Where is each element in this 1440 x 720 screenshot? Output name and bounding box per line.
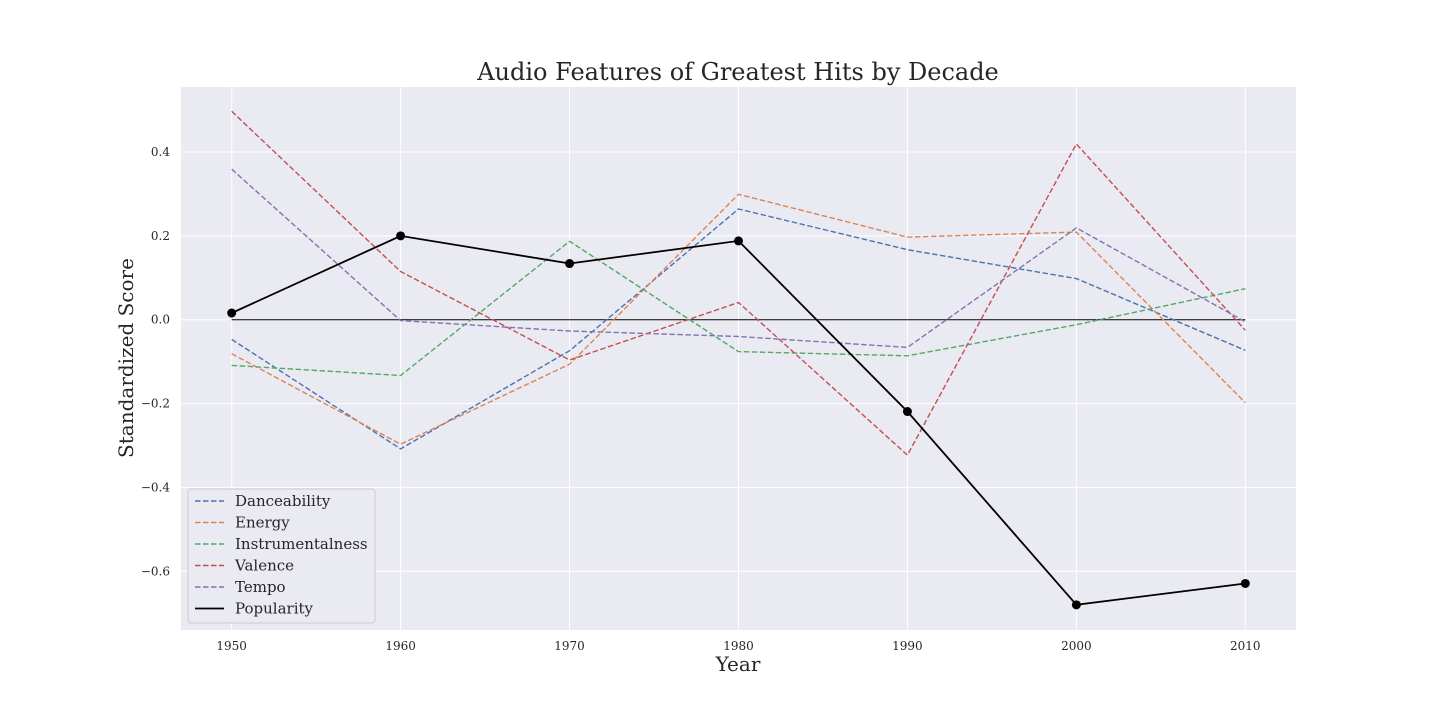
series-layer xyxy=(227,110,1250,610)
data-point-popularity xyxy=(565,259,575,269)
y-tick-label: −0.2 xyxy=(141,397,170,411)
data-point-popularity xyxy=(902,407,912,417)
series-valence xyxy=(231,110,1246,457)
legend-label-energy: Energy xyxy=(235,514,290,532)
y-tick-label: 0.4 xyxy=(151,145,170,159)
legend-label-popularity: Popularity xyxy=(235,600,314,618)
y-tick-labels: −0.6 −0.4 −0.2 0.0 0.2 0.4 xyxy=(141,145,171,578)
series-line-instrumentalness xyxy=(231,240,1246,377)
y-tick-label: 0.0 xyxy=(151,313,170,327)
y-tick-label: −0.4 xyxy=(141,480,171,494)
data-point-popularity xyxy=(734,236,743,246)
data-point-popularity xyxy=(1240,578,1250,588)
legend-label-danceability: Danceability xyxy=(235,492,331,510)
x-tick-label: 2010 xyxy=(1230,639,1261,653)
legend-item-tempo: Tempo xyxy=(195,578,286,596)
series-line-valence xyxy=(231,110,1246,457)
series-danceability xyxy=(231,208,1246,450)
legend-item-instrumentalness: Instrumentalness xyxy=(195,535,368,553)
legend-label-valence: Valence xyxy=(234,557,294,575)
series-line-tempo xyxy=(231,168,1246,349)
data-point-popularity xyxy=(396,231,406,241)
chart-title: Audio Features of Greatest Hits by Decad… xyxy=(476,58,999,86)
y-tick-label: −0.6 xyxy=(141,564,170,578)
series-instrumentalness xyxy=(231,240,1246,377)
x-tick-label: 1980 xyxy=(723,639,754,653)
series-tempo xyxy=(231,168,1246,349)
x-tick-label: 1990 xyxy=(892,639,923,653)
x-axis-label: Year xyxy=(715,652,761,676)
y-tick-label: 0.2 xyxy=(151,229,170,243)
legend: Danceability Energy Instrumentalness Valenc… xyxy=(187,488,376,624)
x-tick-label: 2000 xyxy=(1061,639,1092,653)
legend-label-instrumentalness: Instrumentalness xyxy=(235,535,368,553)
legend-item-energy: Energy xyxy=(195,514,290,532)
series-line-energy xyxy=(231,193,1246,445)
legend-item-valence: Valence xyxy=(195,557,294,575)
series-line-danceability xyxy=(231,208,1246,450)
x-tick-label: 1950 xyxy=(216,639,247,653)
y-axis-label: Standardized Score xyxy=(114,258,138,458)
x-tick-label: 1960 xyxy=(385,639,416,653)
x-tick-label: 1970 xyxy=(554,639,585,653)
data-point-popularity xyxy=(227,308,237,318)
legend-label-tempo: Tempo xyxy=(235,578,286,596)
series-popularity xyxy=(227,231,1250,610)
legend-item-danceability: Danceability xyxy=(195,492,331,510)
x-tick-labels: 1950 1960 1970 1980 1990 2000 2010 xyxy=(216,639,1260,653)
data-point-popularity xyxy=(1071,600,1081,610)
series-energy xyxy=(231,193,1246,445)
legend-frame xyxy=(187,488,376,624)
legend-item-popularity: Popularity xyxy=(195,600,314,618)
